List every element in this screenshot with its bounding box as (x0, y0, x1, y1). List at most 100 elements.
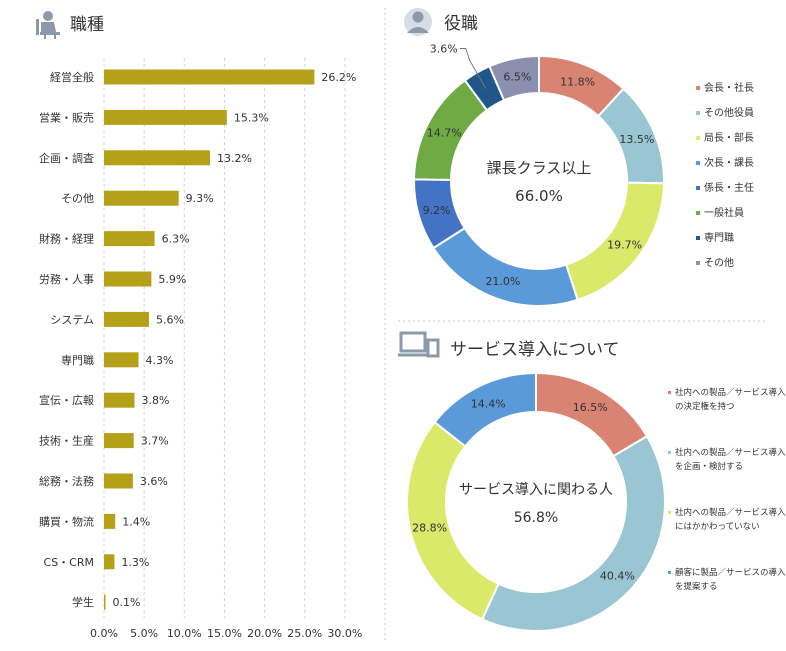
slice-value-label: 14.7% (427, 126, 462, 139)
bar-value-label: 1.4% (122, 515, 150, 528)
bar-1 (104, 69, 315, 85)
category-label: 技術・生産 (39, 434, 94, 448)
position-donut-chart: 11.8% 13.5% 19.7% 21.0% 9.2% 14.7% 3.6% 6.5% 課長ク… (412, 42, 754, 307)
donut-center-label: 課長クラス以上 (487, 159, 592, 177)
category-label: 専門職 (61, 354, 94, 367)
category-label: 総務・法務 (39, 474, 94, 488)
donut-center-value: 56.8% (514, 510, 558, 526)
bar-5 (104, 231, 155, 247)
person-bust-icon (404, 8, 432, 36)
bar-value-label: 5.6% (156, 313, 184, 326)
category-label: CS・CRM (44, 556, 94, 569)
x-tick-label: 15.0% (207, 627, 242, 640)
bar-value-label: 3.8% (142, 394, 170, 407)
donut-slice-2 (480, 434, 666, 632)
bar-value-label: 15.3% (234, 111, 269, 124)
slice-value-label: 16.5% (573, 401, 608, 414)
x-tick-label: 20.0% (247, 627, 282, 640)
x-tick-label: 10.0% (167, 627, 202, 640)
donut-slice-4 (433, 371, 537, 448)
legend-swatch (668, 571, 671, 574)
position-chart-title: 役職 (444, 14, 478, 34)
category-label: 企画・調査 (39, 151, 94, 165)
bar-value-label: 5.9% (158, 273, 186, 286)
bar-6 (104, 271, 152, 287)
occupation-bar-chart: 0.0% 5.0% 10.0% 15.0% 20.0% 25.0% 30.0% 経営全般 26.… (39, 58, 362, 640)
legend-label-line: 社内への製品／サービス導入 (675, 447, 786, 458)
legend-label-line: 社内への製品／サービス導入 (675, 387, 786, 398)
legend-swatch (696, 261, 700, 265)
category-label: 経営全般 (50, 70, 94, 84)
bar-13 (104, 554, 115, 570)
category-label: 購買・物流 (39, 514, 94, 528)
bar-9 (104, 392, 135, 408)
bar-4 (104, 190, 179, 206)
legend-label-line: の決定権を持つ (675, 401, 735, 412)
legend-swatch (696, 186, 700, 190)
legend-label-line: にはかかわっていない (675, 522, 760, 532)
slice-value-label: 28.8% (412, 522, 447, 535)
category-label: 学生 (72, 595, 94, 609)
legend-label: 一般社員 (704, 206, 744, 219)
legend-label: 係長・主任 (704, 181, 754, 194)
legend-swatch (696, 136, 700, 140)
slice-value-label: 21.0% (485, 275, 520, 288)
person-at-desk-icon (36, 11, 60, 39)
bar-14 (104, 594, 106, 610)
slice-value-label: 6.5% (503, 71, 531, 84)
legend-label-line: を提案する (675, 581, 718, 592)
bar-value-label: 3.7% (141, 435, 169, 448)
service-chart-title: サービス導入について (450, 340, 620, 360)
donut-slice-8 (488, 54, 540, 102)
legend-swatch (668, 391, 671, 394)
legend-swatch (696, 111, 700, 115)
category-label: 営業・販売 (39, 110, 94, 124)
occupation-chart-title: 職種 (70, 15, 104, 35)
bar-10 (104, 433, 134, 449)
devices-icon (398, 331, 440, 358)
legend-label: 局長・部長 (704, 131, 754, 144)
bar-value-label: 6.3% (162, 233, 190, 246)
legend-swatch (668, 511, 671, 514)
bar-value-label: 1.3% (121, 556, 149, 569)
legend-label: その他 (704, 256, 734, 269)
x-tick-label: 5.0% (130, 627, 158, 640)
bar-12 (104, 513, 116, 529)
bar-value-label: 9.3% (186, 192, 214, 205)
leader-line (459, 47, 487, 89)
slice-value-label: 13.5% (619, 133, 654, 146)
category-label: システム (50, 313, 94, 326)
legend-swatch (668, 451, 671, 454)
donut-slice-4 (432, 226, 579, 307)
donut-center-label: サービス導入に関わる人 (459, 482, 613, 498)
legend-label: 専門職 (704, 232, 734, 244)
legend-label-line: 社内への製品／サービス導入 (675, 507, 786, 518)
legend-swatch (696, 161, 700, 165)
bar-7 (104, 311, 149, 327)
slice-value-label: 11.8% (560, 76, 595, 89)
service-donut-chart: 16.5% 40.4% 28.8% 14.4% サービス導入に関わる人 56.8% 社内への… (406, 371, 786, 632)
legend-label: その他役員 (704, 106, 754, 119)
slice-value-label: 14.4% (471, 397, 506, 410)
bar-value-label: 26.2% (321, 71, 356, 84)
bar-3 (104, 150, 210, 166)
legend-label-line: を企画・検討する (675, 461, 743, 472)
category-label: その他 (61, 192, 94, 205)
slice-value-label: 9.2% (423, 204, 451, 217)
legend-swatch (696, 236, 700, 240)
legend-label: 会長・社長 (704, 81, 754, 94)
x-tick-label: 25.0% (287, 627, 322, 640)
donut-center-value: 66.0% (515, 187, 563, 205)
bar-2 (104, 109, 227, 125)
x-tick-label: 0.0% (90, 627, 118, 640)
bar-8 (104, 352, 139, 368)
category-label: 宣伝・広報 (39, 393, 94, 407)
legend-label-line: 顧客に製品／サービスの導入 (675, 567, 786, 578)
donut-slice-1 (535, 371, 649, 458)
bar-11 (104, 473, 133, 489)
bar-value-label: 4.3% (146, 354, 174, 367)
slice-value-label: 40.4% (600, 569, 635, 582)
category-label: 労務・人事 (39, 272, 94, 286)
legend-swatch (696, 211, 700, 215)
